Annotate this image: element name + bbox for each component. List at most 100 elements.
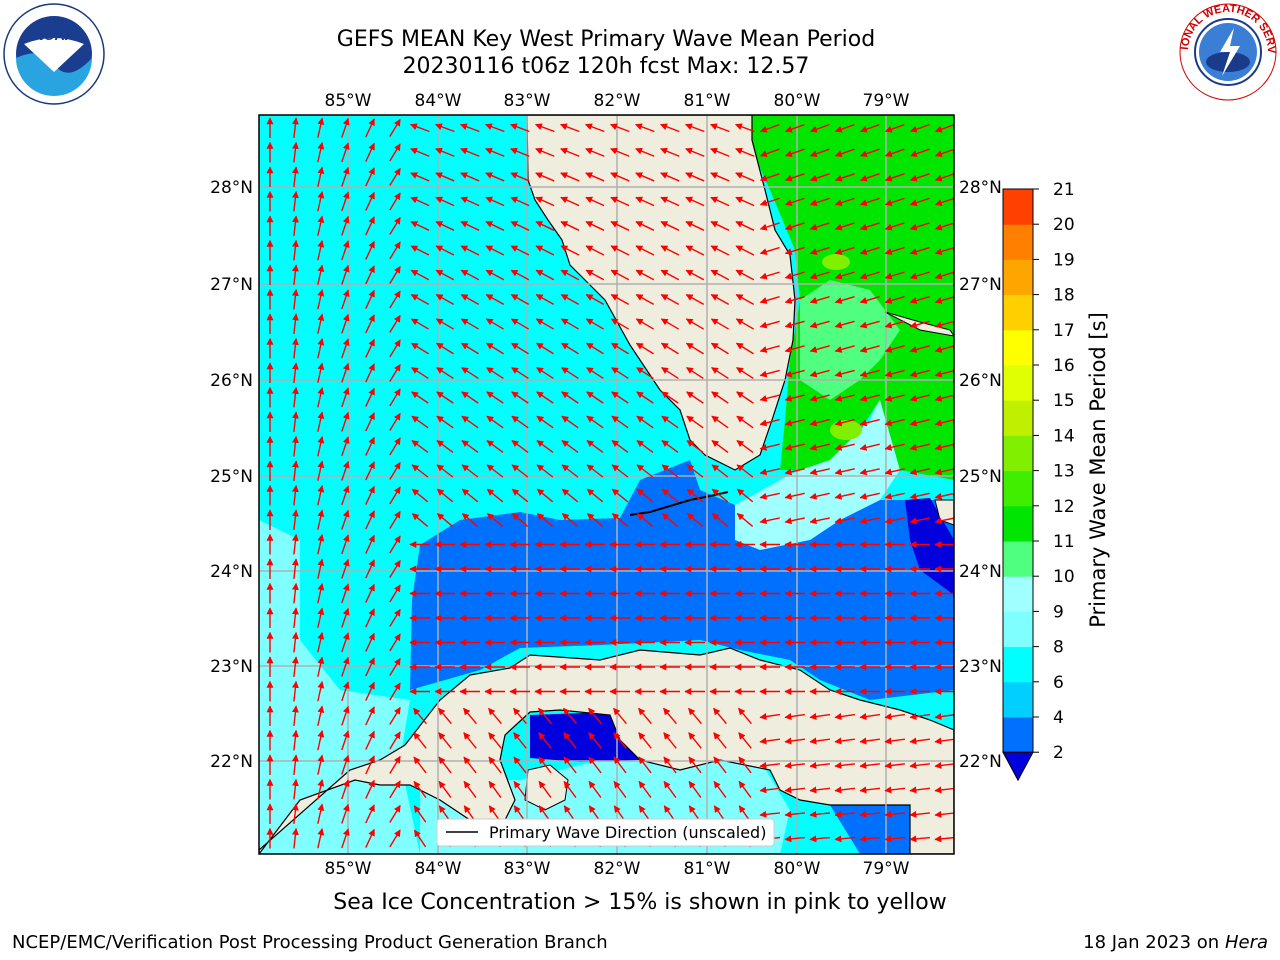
wave-direction-arrow (710, 342, 729, 355)
wave-direction-arrow (809, 786, 831, 794)
wave-direction-arrow (365, 608, 375, 628)
lat-label-left: 26°N (210, 371, 253, 391)
wave-direction-arrow (510, 196, 530, 207)
wave-direction-arrow (884, 713, 906, 720)
wave-direction-arrow (341, 705, 350, 726)
wave-direction-arrow (365, 436, 375, 456)
wave-direction-arrow (389, 510, 401, 529)
wave-direction-arrow (784, 517, 805, 525)
wave-direction-arrow (859, 173, 880, 182)
lat-label-right: 28°N (959, 178, 1002, 198)
wave-direction-arrow (317, 460, 325, 481)
wave-direction-arrow (586, 439, 604, 454)
wave-direction-arrow (460, 245, 480, 256)
wave-direction-arrow (784, 271, 805, 280)
wave-direction-arrow (389, 216, 401, 235)
wave-direction-arrow (411, 488, 429, 503)
wave-direction-arrow (341, 754, 350, 775)
wave-direction-arrow (291, 484, 299, 506)
lat-label-right: 25°N (959, 467, 1002, 487)
wave-direction-arrow (536, 488, 554, 503)
wave-direction-arrow (684, 123, 705, 133)
wave-direction-arrow (859, 246, 880, 255)
colorbar-segment (1003, 435, 1033, 472)
colorbar-tick-label: 4 (1053, 708, 1064, 728)
wave-direction-arrow (834, 492, 855, 500)
wave-direction-arrow (661, 513, 679, 527)
wave-direction-arrow (411, 391, 429, 404)
wave-direction-arrow (365, 755, 375, 775)
wave-direction-arrow (859, 369, 880, 378)
wave-direction-arrow (291, 827, 299, 849)
wave-direction-arrow (435, 294, 455, 305)
wave-period-under-2-region-cuba (530, 712, 640, 762)
wave-direction-arrow (738, 732, 752, 749)
wave-direction-arrow (738, 707, 752, 725)
wave-direction-arrow (341, 117, 350, 138)
wave-direction-arrow (884, 810, 906, 818)
wave-direction-arrow (660, 196, 680, 207)
wave-direction-arrow (341, 436, 350, 457)
wave-direction-arrow (511, 464, 529, 478)
wave-direction-arrow (389, 780, 401, 799)
wave-direction-arrow (461, 391, 479, 404)
wave-direction-arrow (389, 167, 401, 186)
wave-direction-arrow (585, 342, 604, 355)
wave-direction-arrow (685, 318, 704, 330)
wave-direction-arrow (834, 418, 855, 427)
wave-direction-arrow (317, 754, 325, 775)
wave-direction-arrow (563, 707, 577, 725)
wave-direction-arrow (561, 464, 579, 478)
wave-direction-arrow (713, 732, 727, 749)
wave-direction-arrow (834, 468, 855, 476)
wave-direction-arrow (784, 468, 805, 476)
wave-direction-arrow (588, 707, 602, 725)
wave-direction-arrow (586, 513, 604, 527)
wave-direction-arrow (610, 172, 630, 182)
wave-direction-arrow (410, 172, 430, 182)
wave-direction-arrow (735, 147, 755, 157)
wave-direction-arrow (909, 222, 930, 231)
wave-direction-arrow (341, 828, 350, 849)
nws-logo: NATIONAL WEATHER SERVICE (1176, 0, 1278, 102)
wave-direction-arrow (809, 197, 830, 206)
wave-direction-arrow (809, 369, 830, 378)
wave-direction-arrow (291, 509, 299, 531)
colorbar: 2 4 6 8 9 10 11 12 13 14 15 16 17 18 19 20 21 (1002, 180, 1075, 782)
wave-direction-arrow (859, 271, 880, 280)
wave-direction-arrow (638, 732, 652, 749)
wave-direction-arrow (759, 443, 780, 451)
wave-direction-arrow (909, 123, 930, 133)
wave-direction-arrow (934, 124, 954, 133)
wave-direction-arrow (488, 732, 502, 749)
wave-direction-arrow (909, 517, 930, 525)
wave-direction-arrow (688, 780, 702, 798)
wave-direction-arrow (759, 468, 780, 476)
wave-direction-arrow (934, 761, 954, 769)
wave-direction-arrow (784, 713, 806, 720)
wave-direction-arrow (463, 732, 477, 749)
wave-direction-arrow (809, 810, 831, 818)
wave-direction-arrow (486, 488, 504, 503)
lon-label-bottom: 85°W (325, 859, 372, 879)
wave-direction-arrow (365, 657, 375, 677)
wave-direction-arrow (934, 713, 954, 720)
wave-direction-arrow (736, 391, 754, 404)
wave-direction-arrow (834, 810, 856, 818)
wave-direction-arrow (389, 118, 401, 137)
wave-direction-arrow (784, 369, 805, 378)
wave-direction-arrow (688, 732, 702, 749)
wave-direction-arrow (759, 197, 780, 206)
wave-direction-arrow (317, 681, 325, 702)
wave-direction-arrow (934, 369, 954, 378)
wave-direction-arrow (560, 147, 580, 157)
wave-direction-arrow (613, 732, 627, 749)
wave-direction-arrow (410, 269, 430, 281)
wave-direction-arrow (934, 173, 954, 182)
wave-direction-arrow (463, 756, 477, 774)
wave-direction-arrow (934, 517, 954, 525)
lat-label-left: 27°N (210, 275, 253, 295)
wave-direction-arrow (586, 415, 604, 429)
wave-direction-arrow (291, 288, 299, 310)
colorbar-tick-label: 20 (1053, 215, 1075, 235)
